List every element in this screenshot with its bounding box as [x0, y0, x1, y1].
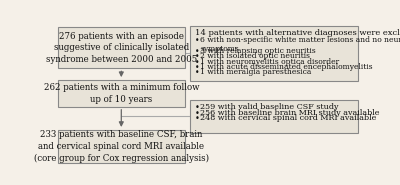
Text: •: •	[195, 109, 200, 117]
Text: 256 with baseline brain MRI study available: 256 with baseline brain MRI study availa…	[200, 109, 380, 117]
Text: 1 with neuromyelitis optica disorder: 1 with neuromyelitis optica disorder	[200, 58, 340, 65]
FancyBboxPatch shape	[58, 80, 185, 107]
FancyBboxPatch shape	[190, 100, 358, 133]
FancyBboxPatch shape	[58, 27, 185, 68]
Text: 3 with relapsing optic neuritis: 3 with relapsing optic neuritis	[200, 47, 316, 55]
Text: 259 with valid baseline CSF study: 259 with valid baseline CSF study	[200, 103, 339, 111]
Text: 6 with non-specific white matter lesions and no neurological
symptoms: 6 with non-specific white matter lesions…	[200, 36, 400, 53]
Text: •: •	[195, 58, 199, 67]
Text: 1 with acute disseminated encephalomyelitis: 1 with acute disseminated encephalomyeli…	[200, 63, 373, 71]
Text: •: •	[195, 52, 199, 61]
Text: •: •	[195, 103, 200, 112]
Text: 262 patients with a minimum follow
up of 10 years: 262 patients with a minimum follow up of…	[44, 83, 199, 104]
FancyBboxPatch shape	[190, 26, 358, 81]
Text: •: •	[195, 114, 200, 123]
Text: 14 patients with alternative diagnoses were excluded:: 14 patients with alternative diagnoses w…	[195, 29, 400, 37]
FancyBboxPatch shape	[58, 130, 185, 162]
Text: 233 patients with baseline CSF, brain
and cervical spinal cord MRI available
(co: 233 patients with baseline CSF, brain an…	[34, 130, 209, 162]
Text: •: •	[195, 68, 199, 77]
Text: •: •	[195, 36, 199, 45]
Text: 248 with cervical spinal cord MRI available: 248 with cervical spinal cord MRI availa…	[200, 114, 377, 122]
Text: •: •	[195, 63, 199, 72]
Text: •: •	[195, 47, 199, 56]
Text: 1 with meralgia paresthesica: 1 with meralgia paresthesica	[200, 68, 312, 76]
Text: 2 with isolated optic neuritis: 2 with isolated optic neuritis	[200, 52, 310, 60]
Text: 276 patients with an episode
suggestive of clinically isolated
syndrome between : 276 patients with an episode suggestive …	[46, 31, 197, 64]
